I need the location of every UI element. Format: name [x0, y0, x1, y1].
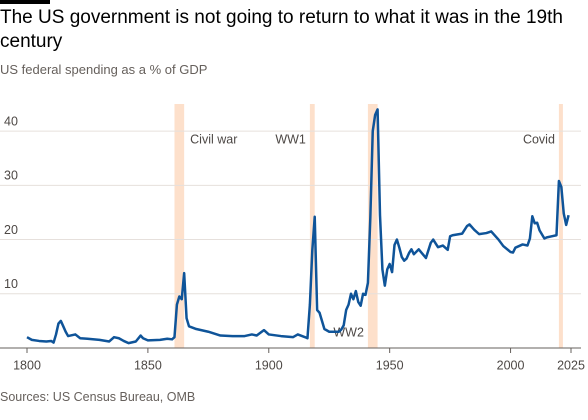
x-tick-label: 2025: [557, 358, 585, 372]
x-tick-label: 1900: [255, 358, 283, 372]
period-band: [367, 104, 378, 348]
period-label: Covid: [523, 132, 555, 146]
y-tick-label: 40: [4, 114, 18, 128]
y-tick-label: 30: [4, 169, 18, 183]
data-line: [26, 108, 570, 345]
chart-title: The US government is not going to return…: [0, 7, 563, 52]
chart-subtitle: US federal spending as a % of GDP: [0, 62, 208, 77]
x-tick-label: 1950: [376, 358, 404, 372]
brand-bar: [0, 0, 50, 4]
y-tick-label: 20: [4, 223, 18, 237]
x-tick-label: 1850: [134, 358, 162, 372]
chart-source: Sources: US Census Bureau, OMB: [0, 390, 196, 404]
period-band: [174, 104, 185, 348]
period-label: WW1: [275, 132, 306, 146]
y-tick-label: 10: [4, 277, 18, 291]
period-band: [309, 104, 315, 348]
period-band: [558, 104, 563, 348]
period-label: Civil war: [190, 132, 237, 146]
x-tick-label: 1800: [13, 358, 41, 372]
x-tick-label: 2000: [497, 358, 525, 372]
